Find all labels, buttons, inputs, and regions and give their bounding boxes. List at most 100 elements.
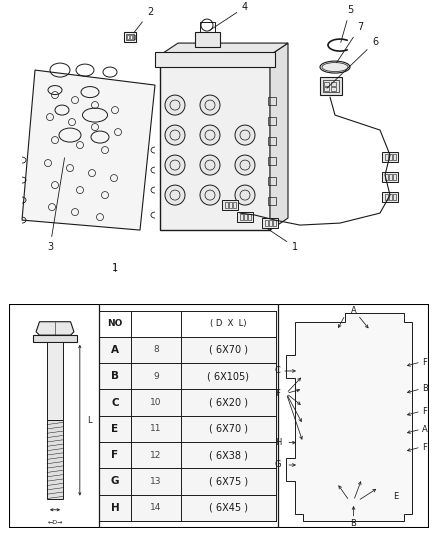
Text: H: H bbox=[275, 438, 281, 447]
Bar bbox=[155, 52, 275, 67]
Bar bbox=[47, 420, 63, 498]
Ellipse shape bbox=[320, 61, 350, 73]
Text: F: F bbox=[423, 442, 427, 451]
Text: E: E bbox=[393, 492, 398, 501]
Bar bbox=[240, 214, 243, 220]
Text: 7: 7 bbox=[336, 22, 363, 63]
Bar bbox=[99, 337, 276, 363]
Circle shape bbox=[235, 125, 255, 145]
Bar bbox=[99, 469, 276, 495]
Text: 13: 13 bbox=[150, 477, 162, 486]
Bar bbox=[99, 390, 276, 416]
Bar bbox=[225, 202, 228, 208]
Bar bbox=[382, 172, 398, 182]
Bar bbox=[385, 194, 388, 200]
Circle shape bbox=[200, 185, 220, 205]
Bar bbox=[248, 214, 251, 220]
Text: 8: 8 bbox=[153, 345, 159, 354]
Text: 1: 1 bbox=[112, 263, 118, 273]
Bar bbox=[99, 416, 276, 442]
Text: 3: 3 bbox=[47, 158, 64, 252]
Text: 4: 4 bbox=[209, 2, 248, 30]
Text: E: E bbox=[111, 424, 119, 434]
Text: ( 6X70 ): ( 6X70 ) bbox=[209, 345, 248, 355]
Bar bbox=[160, 55, 270, 230]
Circle shape bbox=[165, 95, 185, 115]
Text: G: G bbox=[275, 461, 281, 470]
Text: 9: 9 bbox=[153, 372, 159, 381]
Text: ( 6X20 ): ( 6X20 ) bbox=[209, 398, 248, 408]
Text: H: H bbox=[110, 503, 119, 513]
Polygon shape bbox=[22, 70, 155, 230]
Text: 1: 1 bbox=[267, 229, 298, 252]
Bar bbox=[195, 32, 220, 47]
Text: C: C bbox=[111, 398, 119, 408]
Text: ( D  X  L): ( D X L) bbox=[210, 319, 247, 328]
Bar bbox=[233, 202, 236, 208]
Text: ( 6X75 ): ( 6X75 ) bbox=[209, 477, 248, 487]
Polygon shape bbox=[270, 43, 288, 230]
Text: B: B bbox=[422, 384, 428, 393]
Text: A: A bbox=[111, 345, 119, 355]
Bar bbox=[320, 77, 342, 95]
Bar bbox=[323, 80, 339, 92]
Bar bbox=[389, 174, 392, 180]
Text: 2: 2 bbox=[134, 7, 153, 33]
Text: ( 6X38 ): ( 6X38 ) bbox=[209, 450, 248, 460]
Text: ←D→: ←D→ bbox=[47, 520, 63, 525]
Bar bbox=[222, 200, 238, 210]
Text: 14: 14 bbox=[150, 503, 162, 512]
Bar bbox=[393, 194, 396, 200]
Bar bbox=[389, 154, 392, 160]
Bar bbox=[324, 87, 329, 91]
Bar bbox=[389, 194, 392, 200]
Text: 5: 5 bbox=[341, 5, 353, 43]
Bar bbox=[237, 212, 253, 222]
Bar bbox=[229, 202, 232, 208]
Text: C: C bbox=[275, 367, 281, 375]
Circle shape bbox=[165, 185, 185, 205]
Bar bbox=[99, 495, 276, 521]
Circle shape bbox=[165, 125, 185, 145]
Text: NO: NO bbox=[107, 319, 123, 328]
Bar bbox=[200, 22, 215, 32]
Bar bbox=[269, 220, 272, 226]
Bar bbox=[385, 174, 388, 180]
Text: B: B bbox=[111, 372, 119, 381]
Text: B: B bbox=[350, 519, 357, 528]
Bar bbox=[268, 97, 276, 105]
Bar bbox=[268, 157, 276, 165]
Bar bbox=[331, 87, 336, 91]
Circle shape bbox=[235, 185, 255, 205]
Bar bbox=[33, 335, 77, 342]
Text: ( 6X105): ( 6X105) bbox=[208, 372, 250, 381]
Bar bbox=[382, 192, 398, 202]
Text: A: A bbox=[422, 425, 428, 434]
Bar bbox=[331, 82, 336, 86]
Text: 10: 10 bbox=[150, 398, 162, 407]
Bar bbox=[262, 218, 278, 228]
Polygon shape bbox=[36, 322, 74, 335]
Circle shape bbox=[235, 155, 255, 175]
Bar bbox=[268, 137, 276, 145]
Text: F: F bbox=[423, 358, 427, 367]
Text: 6: 6 bbox=[327, 37, 378, 88]
Bar bbox=[324, 82, 329, 86]
Text: F: F bbox=[111, 450, 119, 460]
Text: G: G bbox=[111, 477, 119, 487]
Bar bbox=[265, 220, 268, 226]
Bar bbox=[382, 152, 398, 162]
Bar bbox=[133, 35, 135, 39]
Text: F: F bbox=[423, 407, 427, 416]
Bar bbox=[268, 177, 276, 185]
Polygon shape bbox=[286, 313, 413, 521]
Bar bbox=[130, 35, 132, 39]
Text: 12: 12 bbox=[150, 451, 162, 459]
Bar bbox=[127, 35, 129, 39]
Bar bbox=[99, 442, 276, 469]
Bar bbox=[393, 154, 396, 160]
Circle shape bbox=[200, 95, 220, 115]
Text: ( 6X45 ): ( 6X45 ) bbox=[209, 503, 248, 513]
Bar bbox=[385, 154, 388, 160]
Bar bbox=[124, 32, 136, 42]
